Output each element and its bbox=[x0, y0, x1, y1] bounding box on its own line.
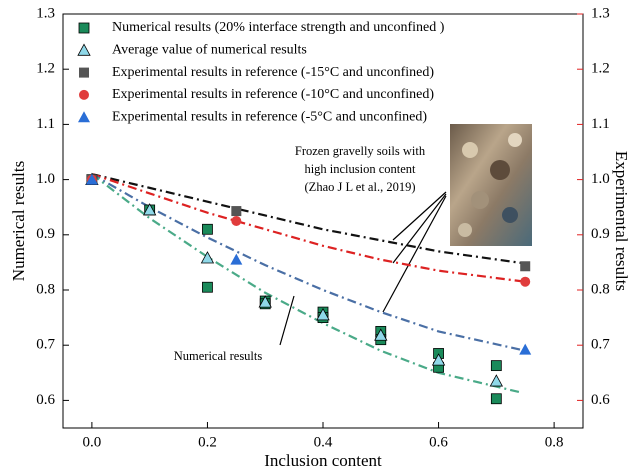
marker bbox=[374, 328, 388, 341]
marker bbox=[202, 223, 213, 235]
legend-marker bbox=[78, 22, 90, 34]
arrows bbox=[279, 191, 447, 346]
y2-tick-label: 1.2 bbox=[591, 61, 610, 77]
marker bbox=[520, 261, 531, 272]
marker bbox=[316, 308, 330, 321]
marker bbox=[231, 216, 242, 226]
y2-tick-label: 0.6 bbox=[591, 392, 610, 408]
y2-tick-label: 0.9 bbox=[591, 226, 610, 242]
x-tick-label: 0.8 bbox=[545, 434, 564, 450]
fit-line bbox=[91, 173, 526, 283]
legend-label: Experimental results in reference (-10°C… bbox=[112, 87, 434, 102]
y-tick-label: 1.2 bbox=[36, 61, 55, 77]
y2-tick-label: 0.7 bbox=[591, 337, 610, 353]
y2-tick-label: 1.3 bbox=[591, 5, 610, 21]
marker bbox=[142, 203, 157, 216]
fit-line bbox=[91, 173, 526, 265]
annotation: (Zhao J L et al., 2019) bbox=[305, 180, 416, 194]
legend-label: Numerical results (20% interface strengt… bbox=[112, 20, 445, 35]
marker bbox=[490, 393, 502, 405]
legend-label: Experimental results in reference (-15°C… bbox=[112, 65, 434, 80]
x-tick-label: 0.4 bbox=[314, 434, 333, 450]
y-tick-label: 0.9 bbox=[36, 226, 55, 242]
x-tick-label: 0.6 bbox=[429, 434, 448, 450]
y-tick-label: 0.7 bbox=[36, 337, 55, 353]
fit-line bbox=[91, 173, 520, 394]
photo-texture bbox=[458, 133, 522, 237]
legend-label: Average value of numerical results bbox=[112, 43, 307, 58]
legend-label: Experimental results in reference (-5°C … bbox=[112, 109, 427, 124]
marker bbox=[431, 353, 446, 366]
marker bbox=[520, 276, 531, 287]
y2-tick-label: 0.8 bbox=[591, 281, 610, 297]
y-tick-label: 0.8 bbox=[36, 281, 55, 297]
marker bbox=[258, 295, 272, 308]
marker bbox=[490, 360, 502, 372]
marker bbox=[519, 343, 532, 355]
y-tick-label: 0.6 bbox=[36, 392, 55, 408]
annotation: Numerical results bbox=[174, 349, 263, 363]
y2-tick-label: 1.0 bbox=[591, 171, 610, 187]
legend-marker bbox=[78, 111, 90, 123]
x-tick-label: 0.2 bbox=[198, 434, 217, 450]
fit-line bbox=[91, 173, 526, 352]
y-tick-label: 1.3 bbox=[36, 5, 55, 21]
y-tick-label: 1.0 bbox=[36, 171, 55, 187]
x-tick-label: 0.0 bbox=[83, 434, 102, 450]
y2-axis-title: Experimental results bbox=[612, 151, 629, 291]
legend-marker bbox=[79, 89, 89, 100]
x-axis-title: Inclusion content bbox=[264, 451, 382, 470]
annotation: high inclusion content bbox=[304, 162, 416, 176]
marker bbox=[85, 173, 98, 185]
y2-tick-label: 1.1 bbox=[591, 116, 610, 132]
marker bbox=[202, 281, 213, 293]
y-axis-title: Numerical results bbox=[9, 161, 28, 281]
marker bbox=[200, 251, 215, 264]
marker bbox=[230, 253, 243, 265]
marker bbox=[489, 374, 504, 387]
y-tick-label: 1.1 bbox=[36, 116, 55, 132]
legend-marker bbox=[77, 43, 91, 56]
marker bbox=[231, 206, 242, 217]
annotation: Frozen gravelly soils with bbox=[295, 144, 426, 158]
legend-marker bbox=[79, 67, 89, 78]
